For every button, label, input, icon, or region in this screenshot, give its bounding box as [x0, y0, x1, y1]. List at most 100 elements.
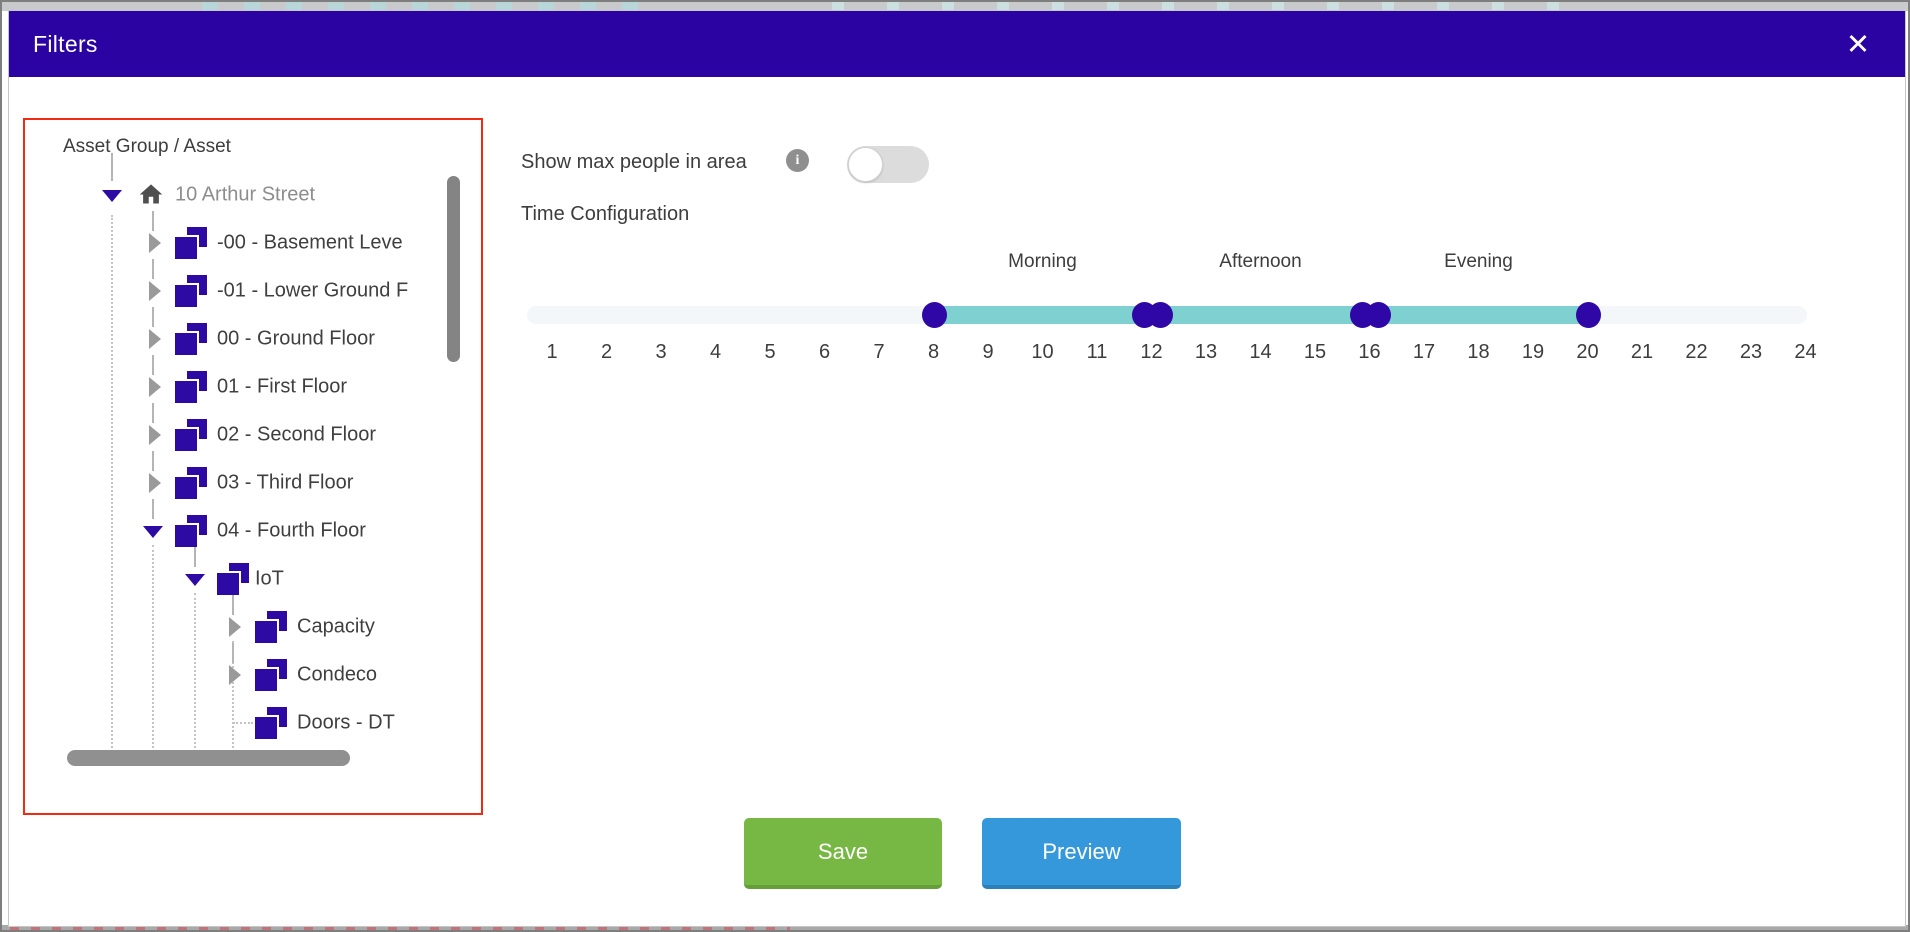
- tree-item-condeco[interactable]: Condeco: [25, 651, 447, 699]
- tree-item-label: 03 - Third Floor: [217, 471, 354, 494]
- show-max-people-label: Show max people in area: [521, 151, 747, 173]
- asset-group-icon: [175, 419, 207, 451]
- asset-group-icon: [175, 275, 207, 307]
- asset-tree-header: Asset Group / Asset: [63, 136, 231, 157]
- slider-handle-12[interactable]: [1147, 302, 1173, 328]
- tree-item-label: 10 Arthur Street: [175, 183, 316, 206]
- period-label-morning: Morning: [1008, 251, 1077, 272]
- hour-tick-12: 12: [1140, 341, 1163, 363]
- tree-connector: [194, 547, 196, 567]
- background-ticks: [10, 926, 790, 930]
- asset-tree-panel: Asset Group / Asset 10 Arthur Street -00 …: [23, 118, 483, 815]
- hour-tick-14: 14: [1249, 341, 1272, 363]
- tree-connector: [232, 643, 234, 663]
- hour-tick-18: 18: [1467, 341, 1490, 363]
- asset-group-icon: [175, 227, 207, 259]
- tree-item-02-second-floor[interactable]: 02 - Second Floor: [25, 411, 447, 459]
- tree-item-label: IoT: [255, 567, 284, 590]
- tree-vertical-scrollbar[interactable]: [447, 176, 460, 362]
- tree-connector: [111, 153, 113, 181]
- tree-item-01-first-floor[interactable]: 01 - First Floor: [25, 363, 447, 411]
- tree-item-label: -00 - Basement Leve: [217, 231, 403, 254]
- caret-down-icon[interactable]: [102, 190, 122, 202]
- tree-item-label: Doors - DT: [297, 711, 395, 734]
- preview-button[interactable]: Preview: [982, 818, 1181, 889]
- caret-right-icon[interactable]: [229, 665, 241, 685]
- tree-item-00-basement-leve[interactable]: -00 - Basement Leve: [25, 219, 447, 267]
- tree-item-03-third-floor[interactable]: 03 - Third Floor: [25, 459, 447, 507]
- tree-connector: [152, 451, 154, 471]
- tree-connector: [152, 499, 154, 519]
- tree-item-label: Condeco: [297, 663, 378, 686]
- close-icon[interactable]: ✕: [1845, 28, 1871, 61]
- slider-handle-20[interactable]: [1575, 302, 1601, 328]
- hour-tick-9: 9: [982, 341, 994, 363]
- hour-tick-5: 5: [764, 341, 776, 363]
- tree-connector: [152, 307, 154, 327]
- slider-handle-16[interactable]: [1365, 302, 1391, 328]
- tree-horizontal-scrollbar[interactable]: [67, 750, 350, 766]
- hour-tick-10: 10: [1031, 341, 1054, 363]
- caret-right-icon[interactable]: [149, 425, 161, 445]
- tree-item-04-fourth-floor[interactable]: 04 - Fourth Floor: [25, 507, 447, 555]
- tree-item-label: -01 - Lower Ground F: [217, 279, 409, 302]
- hour-tick-13: 13: [1194, 341, 1218, 363]
- background-bars: [832, 2, 1592, 11]
- hour-tick-16: 16: [1358, 341, 1381, 363]
- tree-item-00-ground-floor[interactable]: 00 - Ground Floor: [25, 315, 447, 363]
- caret-right-icon[interactable]: [229, 617, 241, 637]
- tree-item-01-lower-ground-f[interactable]: -01 - Lower Ground F: [25, 267, 447, 315]
- slider-handle-8[interactable]: [921, 302, 947, 328]
- hour-tick-1: 1: [546, 341, 558, 363]
- hour-tick-11: 11: [1086, 341, 1108, 363]
- tree-connector: [152, 211, 154, 231]
- hour-tick-23: 23: [1739, 341, 1763, 363]
- hour-tick-22: 22: [1685, 341, 1708, 363]
- filters-modal: Filters ✕ Asset Group / Asset 10 Arthur …: [8, 10, 1906, 927]
- asset-group-icon: [175, 371, 207, 403]
- show-max-people-toggle[interactable]: [847, 146, 929, 183]
- tree-item-label: 00 - Ground Floor: [217, 327, 375, 350]
- tree-guide-line: [111, 215, 113, 748]
- tree-connector: [232, 595, 234, 615]
- tree-item-10-arthur-street[interactable]: 10 Arthur Street: [25, 171, 447, 219]
- tree-connector: [152, 355, 154, 375]
- hour-tick-7: 7: [873, 341, 885, 363]
- caret-right-icon[interactable]: [149, 377, 161, 397]
- tree-item-label: 04 - Fourth Floor: [217, 519, 366, 542]
- tree-connector: [152, 403, 154, 423]
- tree-item-doors-dt[interactable]: Doors - DT: [25, 699, 447, 747]
- caret-right-icon[interactable]: [149, 233, 161, 253]
- asset-group-icon: [217, 563, 249, 595]
- hour-tick-21: 21: [1630, 341, 1654, 363]
- time-range-slider: Morning Afternoon Evening 1 2 3 4 5 6 7 8 9 10 11 12 1…: [527, 251, 1817, 381]
- modal-header: Filters ✕: [9, 11, 1905, 77]
- hour-tick-6: 6: [818, 341, 831, 363]
- hour-tick-4: 4: [709, 341, 722, 363]
- background-page-top: [2, 2, 1908, 11]
- save-button[interactable]: Save: [744, 818, 942, 889]
- caret-down-icon[interactable]: [143, 526, 163, 538]
- caret-right-icon[interactable]: [149, 473, 161, 493]
- tree-item-capacity[interactable]: Capacity: [25, 603, 447, 651]
- home-icon: [137, 181, 165, 213]
- caret-down-icon[interactable]: [185, 574, 205, 586]
- caret-right-icon[interactable]: [149, 329, 161, 349]
- asset-group-icon: [175, 323, 207, 355]
- caret-right-icon[interactable]: [149, 281, 161, 301]
- asset-group-icon: [255, 659, 287, 691]
- asset-group-icon: [175, 467, 207, 499]
- background-page-bottom: [2, 925, 1908, 930]
- slider-selected-range[interactable]: [933, 306, 1588, 324]
- tree-item-label: 01 - First Floor: [217, 375, 348, 398]
- tree-item-label: 02 - Second Floor: [217, 423, 376, 446]
- hour-tick-20: 20: [1576, 341, 1599, 363]
- info-icon[interactable]: i: [786, 149, 809, 172]
- tree-item-iot[interactable]: IoT: [25, 555, 447, 603]
- tree-connector: [233, 722, 253, 724]
- asset-group-icon: [255, 611, 287, 643]
- hour-tick-3: 3: [655, 341, 667, 363]
- asset-group-icon: [255, 707, 287, 739]
- period-label-afternoon: Afternoon: [1219, 251, 1302, 272]
